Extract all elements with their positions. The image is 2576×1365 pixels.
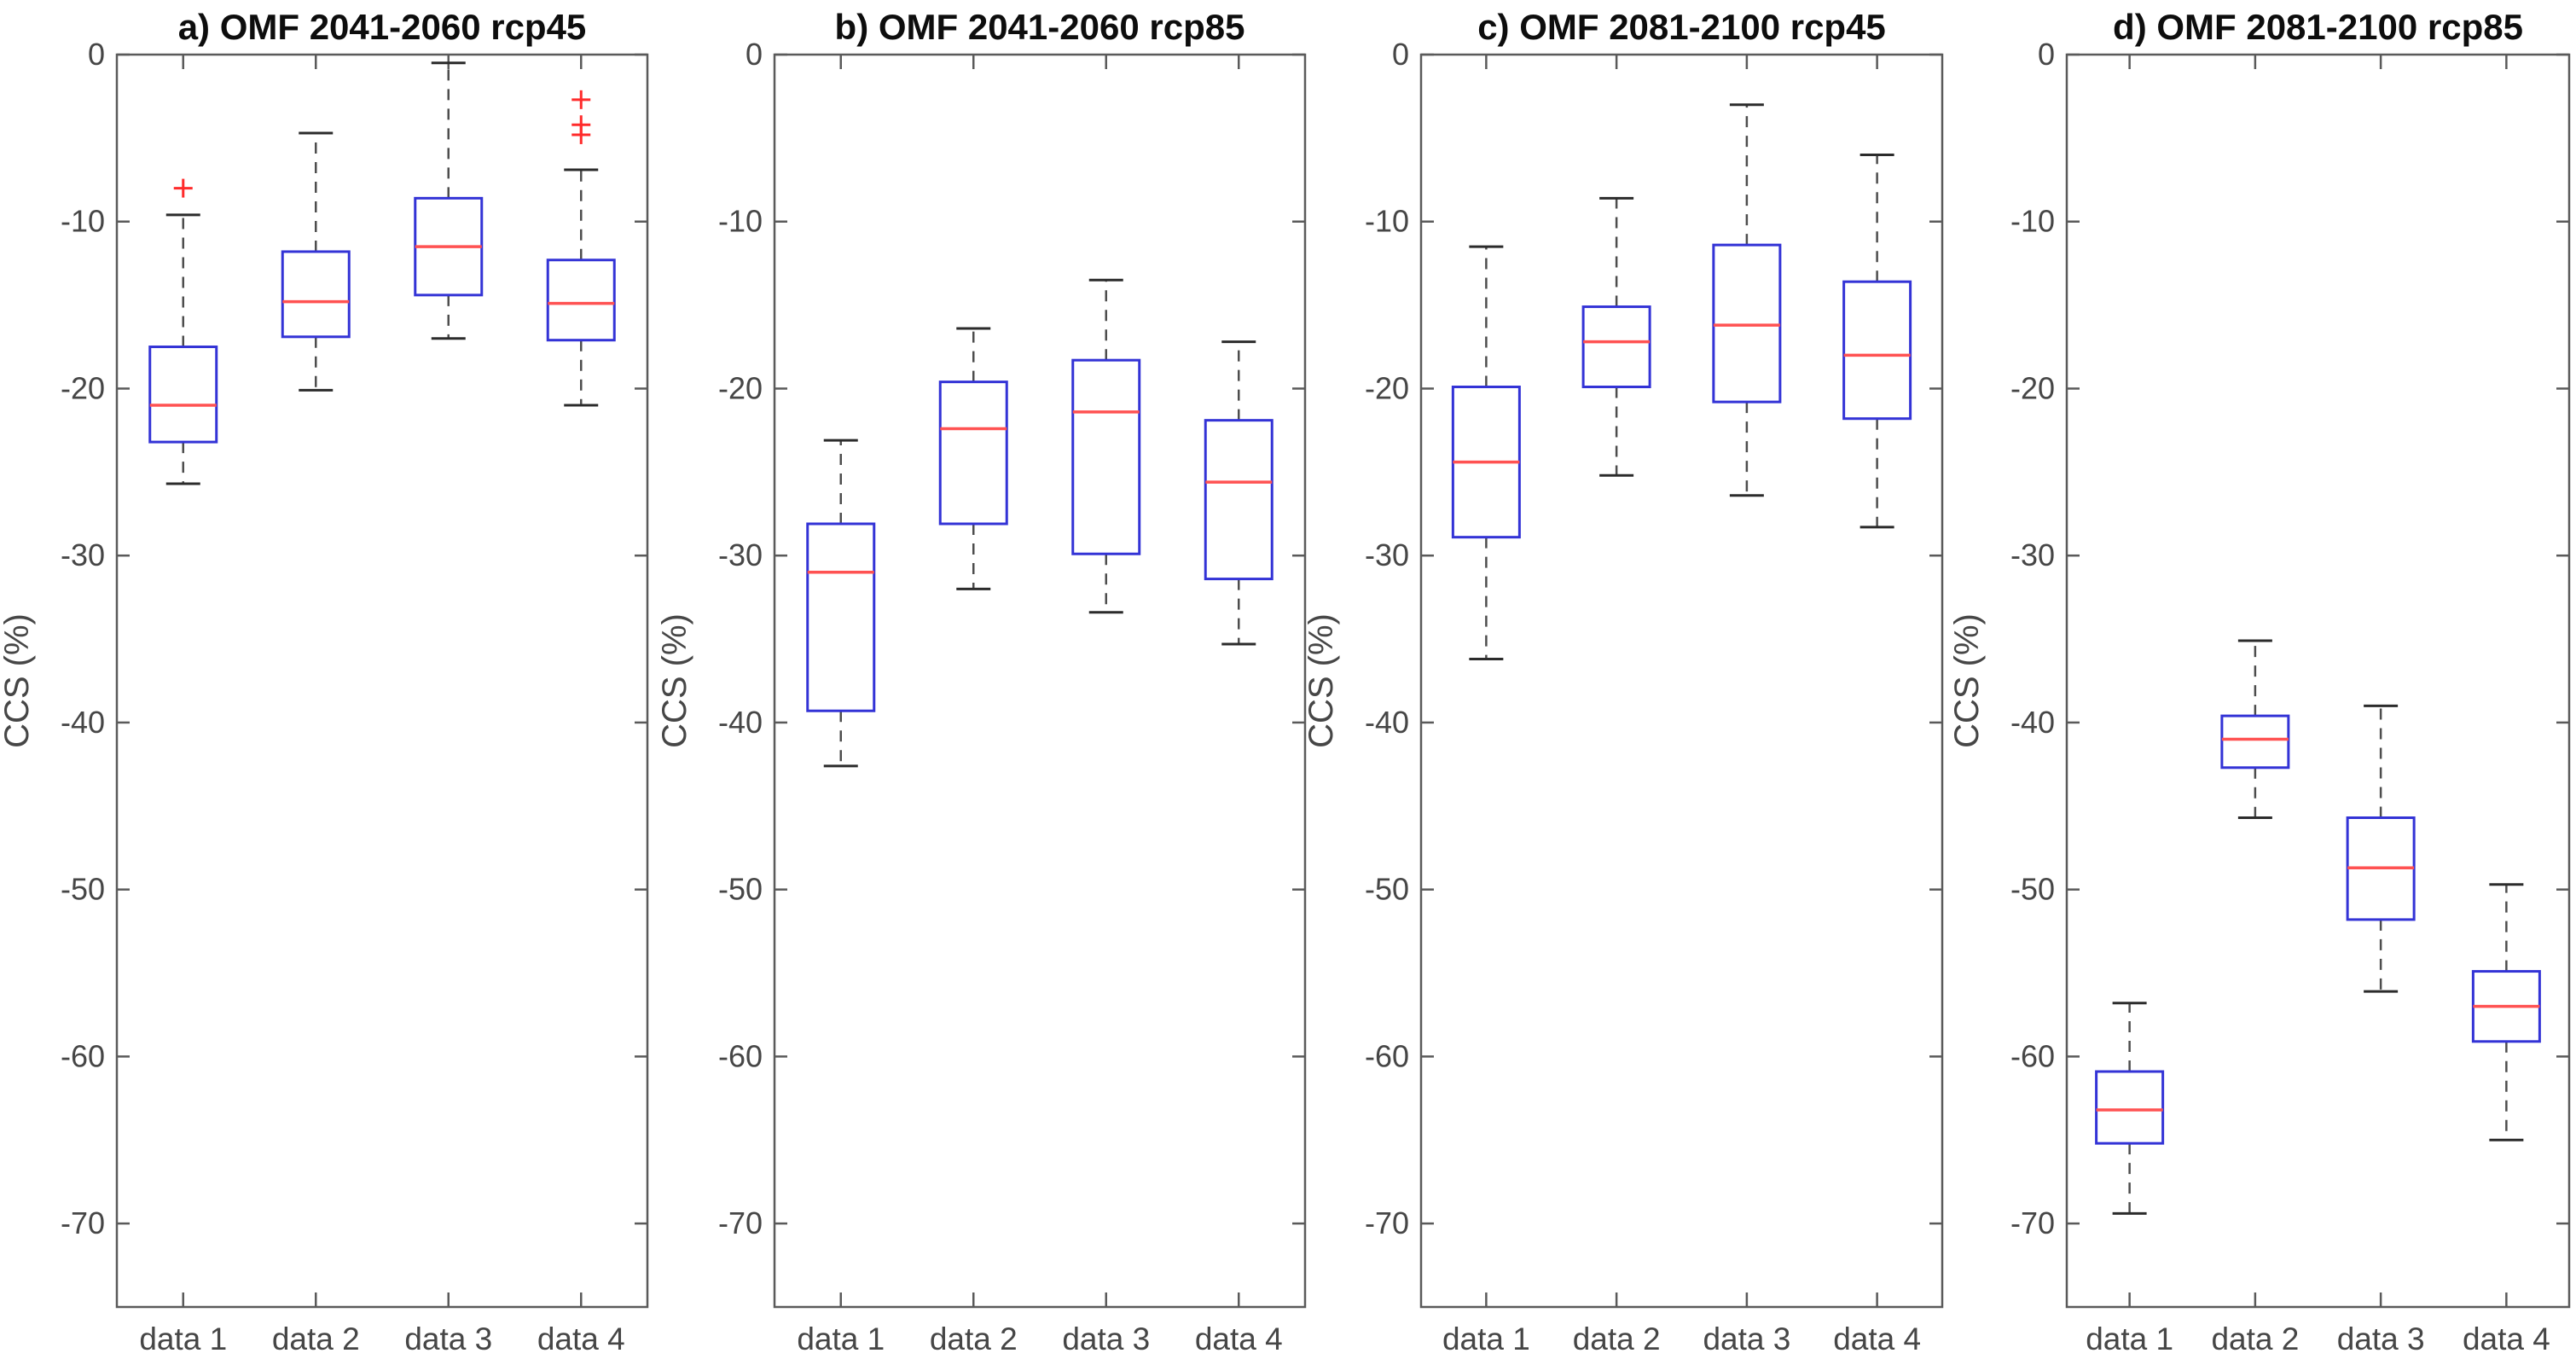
y-tick-label: -20 bbox=[1365, 370, 1409, 405]
y-tick-label: -60 bbox=[61, 1038, 105, 1073]
y-tick-label: -50 bbox=[1365, 872, 1409, 907]
y-tick-label: -20 bbox=[2010, 370, 2055, 405]
x-tick-label: data 1 bbox=[1442, 1321, 1530, 1356]
y-tick-label: 0 bbox=[2038, 37, 2055, 72]
subplot-title: c) OMF 2081-2100 rcp45 bbox=[1477, 7, 1886, 47]
x-tick-label: data 4 bbox=[2463, 1321, 2550, 1356]
box-rect bbox=[1712, 243, 1782, 404]
x-tick-label: data 3 bbox=[1062, 1321, 1150, 1356]
axis-box bbox=[2065, 53, 2571, 1309]
y-tick-label: -10 bbox=[2010, 204, 2055, 239]
box-rect bbox=[938, 380, 1008, 526]
box-rect bbox=[2220, 714, 2290, 770]
y-tick-label: -70 bbox=[2010, 1205, 2055, 1240]
x-tick-label: data 2 bbox=[1573, 1321, 1661, 1356]
y-tick-label: -40 bbox=[61, 705, 105, 740]
y-tick-label: -60 bbox=[1365, 1038, 1409, 1073]
y-axis-label: CCS (%) bbox=[1303, 613, 1340, 748]
axis-box bbox=[1419, 53, 1944, 1309]
y-tick-label: -50 bbox=[718, 872, 763, 907]
y-tick-label: -60 bbox=[2010, 1038, 2055, 1073]
y-axis-label: CCS (%) bbox=[656, 613, 693, 748]
x-tick-label: data 3 bbox=[404, 1321, 492, 1356]
box-rect bbox=[1581, 305, 1651, 389]
box-rect bbox=[2095, 1070, 2165, 1145]
x-tick-label: data 3 bbox=[2337, 1321, 2425, 1356]
x-tick-label: data 2 bbox=[272, 1321, 360, 1356]
y-tick-label: 0 bbox=[746, 37, 763, 72]
subplot-title: a) OMF 2041-2060 rcp45 bbox=[178, 7, 587, 47]
x-tick-label: data 4 bbox=[1195, 1321, 1283, 1356]
box-rect bbox=[148, 346, 218, 444]
x-tick-label: data 2 bbox=[930, 1321, 1018, 1356]
box-rect bbox=[1071, 358, 1141, 555]
y-tick-label: -50 bbox=[2010, 872, 2055, 907]
subplot-title: d) OMF 2081-2100 rcp85 bbox=[2113, 7, 2523, 47]
box-rect bbox=[1842, 280, 1912, 421]
y-axis-label: CCS (%) bbox=[0, 613, 36, 748]
x-tick-label: data 1 bbox=[797, 1321, 885, 1356]
y-tick-label: -30 bbox=[1365, 537, 1409, 572]
subplot-d: 0 -10 -20 -30 -40 -50 -60 -70 data 1 data 2 data 3… bbox=[1948, 7, 2571, 1356]
y-tick-label: -20 bbox=[61, 370, 105, 405]
outlier-marker bbox=[571, 90, 591, 109]
subplot-b: 0 -10 -20 -30 -40 -50 -60 -70 data 1 data 2 data 3… bbox=[656, 7, 1307, 1356]
y-tick-label: -70 bbox=[1365, 1205, 1409, 1240]
box-rect bbox=[1204, 419, 1273, 581]
y-tick-label: -10 bbox=[61, 204, 105, 239]
x-tick-label: data 4 bbox=[1833, 1321, 1921, 1356]
outlier-marker bbox=[173, 178, 193, 198]
x-tick-label: data 1 bbox=[139, 1321, 227, 1356]
x-tick-label: data 3 bbox=[1703, 1321, 1790, 1356]
y-tick-label: -10 bbox=[1365, 204, 1409, 239]
y-tick-label: 0 bbox=[88, 37, 105, 72]
subplot-a: 0 -10 -20 -30 -40 -50 -60 -70 data 1 data 2 data 3… bbox=[0, 7, 649, 1356]
subplot-title: b) OMF 2041-2060 rcp85 bbox=[835, 7, 1245, 47]
y-tick-label: -30 bbox=[718, 537, 763, 572]
axis-box bbox=[115, 53, 649, 1309]
y-tick-label: -30 bbox=[2010, 537, 2055, 572]
y-tick-label: -40 bbox=[1365, 705, 1409, 740]
y-tick-label: -30 bbox=[61, 537, 105, 572]
subplot-c: 0 -10 -20 -30 -40 -50 -60 -70 data 1 data 2 data 3… bbox=[1303, 7, 1944, 1356]
x-tick-label: data 2 bbox=[2211, 1321, 2299, 1356]
box-rect bbox=[281, 250, 351, 339]
y-tick-label: -40 bbox=[718, 705, 763, 740]
box-rect bbox=[546, 258, 616, 342]
x-tick-label: data 4 bbox=[537, 1321, 625, 1356]
y-tick-label: -70 bbox=[61, 1205, 105, 1240]
x-tick-label: data 1 bbox=[2086, 1321, 2173, 1356]
outlier-marker bbox=[571, 125, 591, 144]
y-tick-label: -50 bbox=[61, 872, 105, 907]
axis-box bbox=[773, 53, 1307, 1309]
y-tick-label: -20 bbox=[718, 370, 763, 405]
y-tick-label: -10 bbox=[718, 204, 763, 239]
box-rect bbox=[806, 522, 876, 712]
y-tick-label: -70 bbox=[718, 1205, 763, 1240]
y-tick-label: -60 bbox=[718, 1038, 763, 1073]
y-tick-label: -40 bbox=[2010, 705, 2055, 740]
y-axis-label: CCS (%) bbox=[1948, 613, 1986, 748]
y-tick-label: 0 bbox=[1392, 37, 1409, 72]
